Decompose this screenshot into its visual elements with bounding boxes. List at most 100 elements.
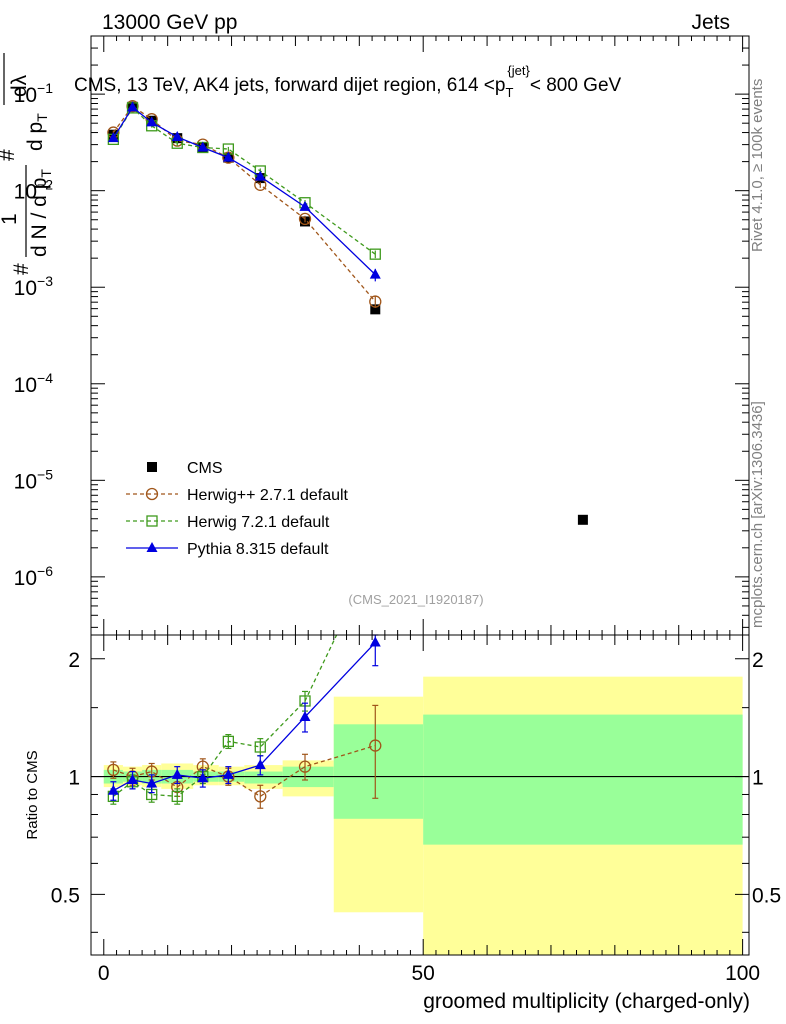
main-ytick-base: 10 [14, 181, 37, 204]
ratio-point-pythia [146, 777, 158, 788]
legend-item-herwigpp: Herwig++ 2.7.1 default [126, 487, 349, 504]
series-pythia [107, 101, 381, 282]
ratio-band-inner [244, 771, 283, 784]
ylabel-dpt-sub: T [34, 113, 50, 122]
main-ytick-exp: −5 [37, 466, 53, 482]
point-pythia [369, 268, 381, 279]
series-herwigpp [107, 100, 382, 308]
ratio-point-pythia [299, 710, 311, 721]
ylabel-hash2: # [0, 149, 19, 161]
legend-marker-cms [147, 462, 157, 472]
header-left: 13000 GeV pp [102, 11, 237, 34]
main-ytick-base: 10 [14, 470, 37, 493]
ratio-point-pythia [222, 768, 234, 779]
main-ytick-base: 10 [14, 374, 37, 397]
legend-item-herwig7: Herwig 7.2.1 default [126, 514, 330, 531]
ratio-frame [90, 634, 750, 956]
ylabel-d2-text: d [0, 87, 3, 99]
main-ytick-exp: −1 [37, 80, 53, 96]
legend-label-herwig7: Herwig 7.2.1 default [187, 514, 330, 531]
ratio-point-herwigpp [254, 790, 267, 803]
header-right: Jets [691, 11, 730, 34]
series-line-herwigpp [112, 105, 376, 303]
ylabel-n: N [0, 65, 3, 80]
ratio-ylabel: Ratio to CMS [24, 750, 41, 839]
ylabel-dndpt-text: d N / d p [28, 178, 51, 257]
point-pythia [222, 151, 234, 162]
ylabel-dpt: d pT [24, 113, 50, 151]
title-pre: CMS, 13 TeV, AK4 jets, forward dijet reg… [74, 75, 505, 96]
legend-label-herwigpp: Herwig++ 2.7.1 default [187, 487, 349, 504]
ratio-point-herwigpp [107, 763, 120, 777]
ylabel-dndpt-sub: T [38, 169, 54, 178]
main-ytick-exp: −6 [37, 563, 53, 579]
ratio-band-inner [423, 714, 743, 845]
ratio-ytick-label: 1 [68, 767, 80, 790]
point-cms [370, 304, 381, 315]
ylabel-hash1: # [10, 263, 33, 275]
series-cms [108, 101, 588, 525]
ratio-ytick-label-right: 1 [752, 767, 764, 790]
main-ytick-exp: −2 [37, 177, 53, 193]
main-ylabel: # 1 d N / d pT # d pT d2N dλ [0, 53, 54, 275]
ratio-ytick-label: 2 [68, 649, 80, 672]
point-pythia [254, 170, 266, 181]
ratio-series-pythia [107, 634, 381, 801]
legend-marker-herwig7 [146, 515, 158, 527]
series-line-herwig7 [112, 106, 376, 255]
title-sub: T [505, 85, 513, 100]
ratio-xtick-label: 0 [98, 962, 110, 985]
ratio-ytick-label-right: 0.5 [752, 884, 781, 907]
legend-item-pythia: Pythia 8.315 default [126, 541, 329, 558]
ratio-point-pythia [171, 768, 183, 779]
ratio-point-pythia [254, 759, 266, 770]
rivet-label: Rivet 4.1.0, ≥ 100k events [749, 79, 766, 252]
main-ytick-label: 10−2 [14, 177, 54, 204]
ratio-point-herwigpp [369, 739, 382, 752]
ylabel-dndpt: d N / d pT [28, 169, 54, 257]
main-ytick-base: 10 [14, 84, 37, 107]
main-ytick-label: 10−6 [14, 563, 54, 590]
ylabel-one: 1 [0, 213, 21, 225]
ratio-xtick-label: 50 [412, 962, 435, 985]
point-pythia [146, 116, 158, 127]
ratio-band-inner [333, 724, 424, 819]
ratio-line-herwigpp [113, 744, 376, 798]
ratio-point-herwig7 [254, 741, 266, 753]
legend-label-cms: CMS [187, 460, 223, 477]
main-ytick-base: 10 [14, 277, 37, 300]
title-sup: {jet} [507, 63, 530, 78]
main-ytick-label: 10−4 [14, 370, 54, 397]
main-ytick-label: 10−3 [14, 273, 54, 300]
legend-label-pythia: Pythia 8.315 default [187, 541, 329, 558]
point-pythia [299, 200, 311, 211]
chart-title: CMS, 13 TeV, AK4 jets, forward dijet reg… [74, 63, 622, 100]
legend: CMS Herwig++ 2.7.1 default Herwig 7.2.1 de… [126, 460, 349, 558]
ratio-ytick-label-right: 2 [752, 649, 764, 672]
main-ytick-exp: −4 [37, 370, 53, 386]
main-ytick-label: 10−1 [14, 80, 54, 107]
ratio-point-herwigpp [298, 760, 312, 773]
point-cms [577, 514, 588, 525]
ratio-point-pythia [107, 784, 119, 795]
point-pythia [127, 101, 139, 112]
legend-marker-pythia [146, 542, 158, 552]
main-ytick-exp: −3 [37, 273, 53, 289]
ratio-point-pythia [369, 636, 381, 647]
legend-item-cms: CMS [147, 460, 223, 477]
x-axis-label: groomed multiplicity (charged-only) [423, 990, 750, 1013]
mcplots-label: mcplots.cern.ch [arXiv:1306.3436] [749, 401, 766, 628]
point-pythia [171, 130, 183, 141]
ratio-point-herwig7 [222, 735, 234, 748]
ratio-point-pythia [127, 773, 139, 784]
ratio-ytick-label: 0.5 [51, 884, 80, 907]
point-herwig7 [369, 248, 381, 260]
point-herwigpp [298, 212, 312, 226]
analysis-watermark: (CMS_2021_I1920187) [348, 592, 483, 607]
main-ytick-base: 10 [14, 567, 37, 590]
legend-marker-herwigpp [145, 487, 159, 501]
point-pythia [197, 141, 209, 152]
ylabel-d2: d2N [0, 65, 3, 99]
point-pythia [107, 132, 119, 143]
